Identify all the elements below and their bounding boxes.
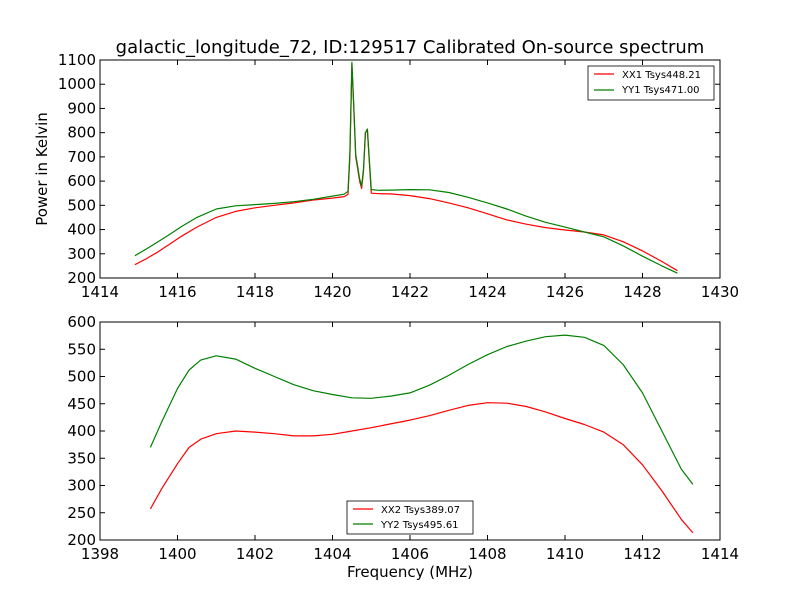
top-y-tick-label: 500	[67, 196, 96, 214]
top-plot-clip-group	[134, 61, 678, 274]
top-panel: galactic_longitude_72, ID:129517 Calibra…	[33, 37, 739, 301]
top-x-tick-label: 1418	[236, 283, 274, 301]
top-x-tick-label: 1422	[391, 283, 429, 301]
top-x-tick-label: 1430	[701, 283, 739, 301]
bottom-legend-label-yy2: YY2 Tsys495.61	[380, 520, 459, 531]
top-y-tick-label: 1100	[58, 51, 96, 69]
top-y-tick-label: 700	[67, 148, 96, 166]
top-series-lines	[134, 61, 678, 274]
top-y-tick-label: 200	[67, 269, 96, 287]
bottom-x-tick-label: 1410	[546, 545, 584, 563]
top-legend-label-yy1: YY1 Tsys471.00	[621, 85, 700, 96]
top-x-tick-label: 1416	[158, 283, 196, 301]
bottom-x-tick-label: 1414	[701, 545, 739, 563]
top-series-line-yy1	[134, 61, 678, 274]
bottom-x-tick-label: 1406	[391, 545, 429, 563]
top-x-tick-label: 1424	[468, 283, 506, 301]
bottom-series-lines	[149, 334, 694, 534]
bottom-y-tick-label: 200	[67, 531, 96, 549]
top-y-tick-label: 300	[67, 245, 96, 263]
top-y-tick-label: 600	[67, 172, 96, 190]
bottom-x-axis-label: Frequency (MHz)	[347, 563, 473, 581]
bottom-legend-box	[346, 500, 474, 535]
top-legend: XX1 Tsys448.21 YY1 Tsys471.00	[587, 65, 715, 101]
bottom-y-tick-label: 500	[67, 368, 96, 386]
bottom-legend: XX2 Tsys389.07 YY2 Tsys495.61	[346, 500, 474, 535]
top-axis-ticks: 1414 1416 1418 1420 1422 1424 1426 1428 1430 200 3…	[58, 51, 739, 301]
bottom-panel: 1398 1400 1402 1404 1406 1408 1410 1412 1414 200 2…	[67, 313, 739, 581]
bottom-axis-ticks: 1398 1400 1402 1404 1406 1408 1410 1412 1414 200 2…	[67, 313, 739, 563]
bottom-y-tick-label: 300	[67, 477, 96, 495]
bottom-legend-label-xx2: XX2 Tsys389.07	[381, 505, 460, 516]
bottom-series-line-yy2	[149, 334, 694, 485]
bottom-y-tick-label: 400	[67, 422, 96, 440]
bottom-y-tick-label: 450	[67, 395, 96, 413]
top-chart-title: galactic_longitude_72, ID:129517 Calibra…	[116, 37, 705, 58]
top-y-tick-label: 800	[67, 124, 96, 142]
top-legend-label-xx1: XX1 Tsys448.21	[622, 70, 701, 81]
bottom-x-tick-label: 1404	[313, 545, 351, 563]
bottom-x-tick-label: 1412	[623, 545, 661, 563]
top-x-tick-label: 1426	[546, 283, 584, 301]
top-x-tick-label: 1428	[623, 283, 661, 301]
bottom-x-tick-label: 1398	[81, 545, 119, 563]
top-x-tick-label: 1414	[81, 283, 119, 301]
bottom-y-tick-label: 550	[67, 340, 96, 358]
top-x-tick-label: 1420	[313, 283, 351, 301]
top-y-tick-label: 1000	[58, 75, 96, 93]
top-legend-box	[587, 65, 715, 101]
bottom-series-line-xx2	[149, 402, 694, 534]
top-y-tick-label: 400	[67, 221, 96, 239]
top-y-axis-label: Power in Kelvin	[33, 112, 51, 226]
bottom-x-tick-label: 1400	[158, 545, 196, 563]
bottom-plot-clip-group	[149, 334, 694, 534]
bottom-y-tick-label: 250	[67, 504, 96, 522]
bottom-y-tick-label: 350	[67, 449, 96, 467]
bottom-x-tick-label: 1408	[468, 545, 506, 563]
bottom-x-tick-label: 1402	[236, 545, 274, 563]
top-y-tick-label: 900	[67, 99, 96, 117]
bottom-y-tick-label: 600	[67, 313, 96, 331]
